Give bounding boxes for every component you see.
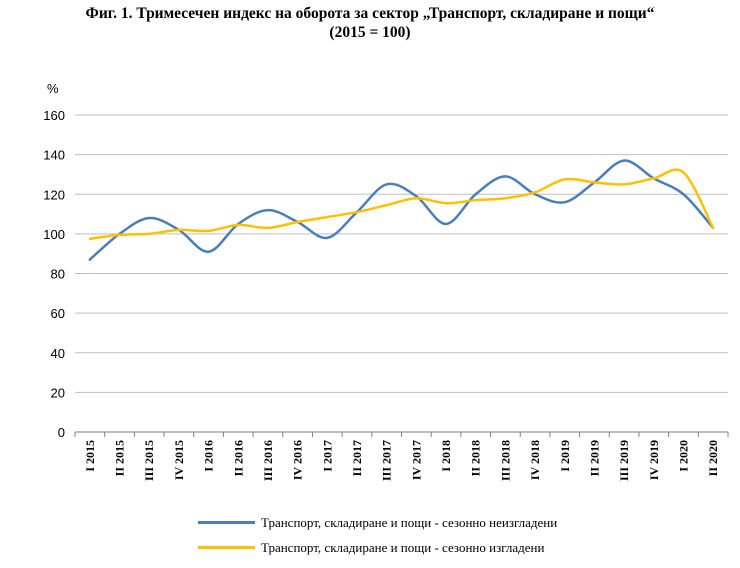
x-tick-label-8: I 2017: [320, 440, 334, 472]
x-tick-label-10: III 2017: [380, 440, 394, 481]
series-line-unadjusted: [88, 159, 715, 261]
chart-title-line-1: Фиг. 1. Тримесечен индекс на оборота за …: [85, 5, 655, 22]
x-tick-label-15: IV 2018: [528, 440, 542, 480]
y-tick-label-160: 160: [43, 108, 65, 123]
x-tick-label-19: IV 2019: [647, 440, 661, 480]
chart-title: Фиг. 1. Тримесечен индекс на оборота за …: [0, 4, 740, 42]
y-tick-label-40: 40: [51, 346, 65, 361]
x-tick-label-16: I 2019: [558, 440, 572, 472]
legend-item-adjusted: Транспорт, складиране и пощи - сезонно и…: [198, 535, 557, 560]
x-tick-label-21: II 2020: [706, 440, 720, 476]
x-tick-label-12: I 2018: [439, 440, 453, 472]
series-line-adjusted: [88, 168, 715, 241]
x-tick-label-6: III 2016: [261, 440, 275, 481]
y-axis-label: %: [47, 81, 59, 96]
y-tick-label-140: 140: [43, 148, 65, 163]
chart-legend: Транспорт, складиране и пощи - сезонно н…: [198, 510, 557, 560]
legend-swatch-adjusted: [198, 546, 255, 549]
x-tick-label-17: II 2019: [587, 440, 601, 476]
chart-title-line-2: (2015 = 100): [329, 24, 411, 41]
y-tick-label-120: 120: [43, 187, 65, 202]
x-tick-label-20: I 2020: [676, 440, 690, 472]
x-tick-label-11: IV 2017: [409, 440, 423, 480]
x-tick-label-1: II 2015: [113, 440, 127, 476]
y-tick-label-80: 80: [51, 267, 65, 282]
x-tick-label-14: III 2018: [498, 440, 512, 481]
x-tick-label-5: II 2016: [231, 440, 245, 476]
x-tick-label-3: IV 2015: [172, 440, 186, 480]
y-tick-label-60: 60: [51, 306, 65, 321]
x-tick-label-2: III 2015: [142, 440, 156, 481]
x-tick-label-9: II 2017: [350, 440, 364, 476]
legend-item-unadjusted: Транспорт, складиране и пощи - сезонно н…: [198, 510, 557, 535]
x-tick-label-13: II 2018: [469, 440, 483, 476]
y-tick-label-20: 20: [51, 385, 65, 400]
x-tick-label-0: I 2015: [83, 440, 97, 472]
y-tick-label-0: 0: [58, 425, 65, 440]
y-tick-label-100: 100: [43, 227, 65, 242]
x-tick-label-18: III 2019: [617, 440, 631, 481]
x-tick-label-4: I 2016: [202, 440, 216, 472]
legend-label-unadjusted: Транспорт, складиране и пощи - сезонно н…: [261, 514, 558, 530]
legend-swatch-unadjusted: [198, 521, 255, 524]
legend-label-adjusted: Транспорт, складиране и пощи - сезонно и…: [261, 539, 545, 555]
x-tick-label-7: IV 2016: [291, 440, 305, 480]
